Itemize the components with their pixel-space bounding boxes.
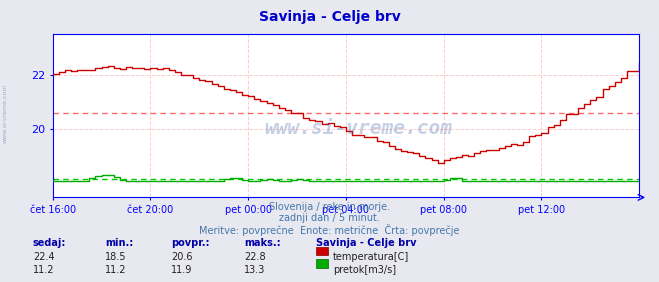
Text: 22.8: 22.8 <box>244 252 266 262</box>
Text: 22.4: 22.4 <box>33 252 55 262</box>
Text: 18.5: 18.5 <box>105 252 127 262</box>
Text: Slovenija / reke in morje.: Slovenija / reke in morje. <box>269 202 390 212</box>
Text: 13.3: 13.3 <box>244 265 265 275</box>
Text: www.si-vreme.com: www.si-vreme.com <box>264 119 451 138</box>
Text: 11.9: 11.9 <box>171 265 192 275</box>
Text: 11.2: 11.2 <box>105 265 127 275</box>
Text: 20.6: 20.6 <box>171 252 193 262</box>
Text: maks.:: maks.: <box>244 238 281 248</box>
Text: www.si-vreme.com: www.si-vreme.com <box>3 83 8 142</box>
Text: Savinja - Celje brv: Savinja - Celje brv <box>316 238 417 248</box>
Text: zadnji dan / 5 minut.: zadnji dan / 5 minut. <box>279 213 380 223</box>
Text: min.:: min.: <box>105 238 134 248</box>
Text: pretok[m3/s]: pretok[m3/s] <box>333 265 396 275</box>
Text: 11.2: 11.2 <box>33 265 55 275</box>
Text: sedaj:: sedaj: <box>33 238 67 248</box>
Text: povpr.:: povpr.: <box>171 238 210 248</box>
Text: Savinja - Celje brv: Savinja - Celje brv <box>258 10 401 24</box>
Text: temperatura[C]: temperatura[C] <box>333 252 409 262</box>
Text: Meritve: povprečne  Enote: metrične  Črta: povprečje: Meritve: povprečne Enote: metrične Črta:… <box>199 224 460 236</box>
